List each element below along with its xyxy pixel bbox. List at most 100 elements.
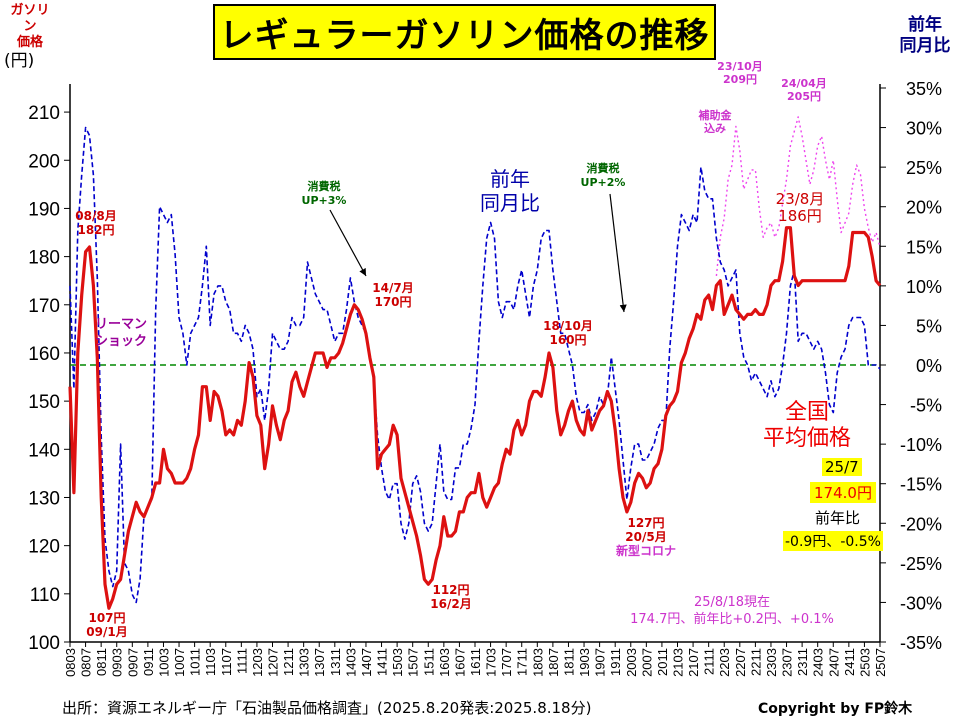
x-tick-label: 1103 bbox=[203, 648, 218, 676]
left-tick-label: 210 bbox=[28, 103, 60, 124]
annotation-peak-2018-price: 160円 bbox=[549, 333, 587, 347]
annotation-trough-2016: 112円 16/2月 bbox=[426, 583, 476, 611]
x-tick-label: 2007 bbox=[639, 648, 654, 677]
annotation-peak-2018: 18/10月 160円 bbox=[540, 319, 596, 347]
right-tick-label: 0% bbox=[916, 356, 942, 376]
right-tick-label: 35% bbox=[906, 79, 942, 99]
annotation-trough-2016-price: 112円 bbox=[432, 583, 470, 597]
x-tick-label: 2011 bbox=[655, 648, 670, 676]
x-tick-label: 1211 bbox=[281, 648, 296, 676]
x-tick-label: 2003 bbox=[624, 648, 639, 677]
x-tick-label: 1511 bbox=[421, 648, 436, 676]
x-tick-label: 2411 bbox=[842, 648, 857, 676]
series-layer bbox=[68, 116, 882, 610]
left-tick-label: 130 bbox=[28, 488, 60, 509]
annotation-unsubsidized-2023: 23/10月 209円 bbox=[712, 60, 768, 86]
annotation-covid: 127円 20/5月 新型コロナ bbox=[610, 516, 682, 558]
annotation-tax-up-3-line1: 消費税 bbox=[307, 180, 341, 193]
x-tick-label: 1407 bbox=[359, 648, 374, 677]
x-tick-label: 2307 bbox=[780, 648, 795, 677]
annotation-lehman-line2: ショック bbox=[95, 334, 148, 349]
annotation-peak-2023-date: 23/8月 bbox=[775, 190, 825, 208]
latest-month: 25/7 bbox=[822, 458, 862, 476]
x-tick-label: 2203 bbox=[717, 648, 732, 677]
annotation-peak-2023: 23/8月 186円 bbox=[772, 191, 828, 225]
right-tick-label: -20% bbox=[900, 514, 942, 534]
annotation-yoy-label: 前年 同月比 bbox=[470, 167, 550, 215]
right-tick-label: -35% bbox=[900, 633, 942, 653]
right-tick-label: -10% bbox=[900, 435, 942, 455]
right-tick-label: 20% bbox=[906, 198, 942, 218]
right-tick-label: 15% bbox=[906, 237, 942, 257]
x-tick-label: 2107 bbox=[686, 648, 701, 677]
left-tick-label: 140 bbox=[28, 440, 60, 461]
x-tick-label: 0907 bbox=[125, 648, 140, 677]
latest-yoy-value: -0.9円、-0.5% bbox=[783, 531, 883, 551]
x-tick-label: 2103 bbox=[671, 648, 686, 677]
annotation-peak-2023-price: 186円 bbox=[778, 207, 822, 225]
x-tick-label: 1903 bbox=[577, 648, 592, 677]
annotation-national-avg-line1: 全国 bbox=[784, 400, 829, 425]
x-tick-label: 1307 bbox=[312, 648, 327, 677]
right-tick-label: 25% bbox=[906, 158, 942, 178]
tax-up-3-arrow bbox=[329, 209, 367, 277]
annotation-current-date: 25/8/18現在 bbox=[693, 595, 771, 610]
annotation-tax-up-3-line2: UP+3% bbox=[301, 194, 347, 207]
annotation-peak-2014-price: 170円 bbox=[374, 295, 412, 309]
series-yoy-line bbox=[69, 126, 881, 604]
x-tick-label: 0807 bbox=[79, 648, 94, 677]
annotation-peak-2008: 08/8月 182円 bbox=[68, 209, 124, 237]
annotation-unsub-2024-price: 205円 bbox=[787, 90, 821, 103]
right-tick-label: 5% bbox=[916, 316, 942, 336]
x-tick-label: 1111 bbox=[234, 648, 249, 674]
annotation-covid-label: 新型コロナ bbox=[615, 544, 676, 558]
x-tick-label: 2211 bbox=[748, 648, 763, 676]
x-tick-label: 2311 bbox=[795, 648, 810, 676]
right-axis-caption-line2: 同月比 bbox=[899, 36, 951, 56]
right-tick-label: -30% bbox=[900, 593, 942, 613]
x-tick-label: 1011 bbox=[188, 648, 203, 676]
annotation-national-avg-line2: 平均価格 bbox=[762, 426, 851, 451]
x-tick-label: 1207 bbox=[266, 648, 281, 677]
right-axis-caption-line1: 前年 bbox=[908, 15, 942, 35]
annotation-tax-up-2-line1: 消費税 bbox=[586, 162, 620, 175]
annotation-current-value: 174.7円、前年比+0.2円、+0.1% bbox=[630, 612, 834, 627]
x-tick-label: 1703 bbox=[484, 648, 499, 677]
x-tick-label: 1907 bbox=[593, 648, 608, 677]
x-axis-ticks: 0803 0807 0811 0903 0907 0911 1003 1007 1011 1103… bbox=[63, 642, 888, 677]
right-tick-label: -25% bbox=[900, 554, 942, 574]
series-national-average-line bbox=[68, 226, 882, 610]
x-tick-label: 1503 bbox=[390, 648, 405, 677]
annotation-trough-2009-date: 09/1月 bbox=[86, 625, 128, 639]
x-tick-label: 2407 bbox=[826, 648, 841, 677]
x-tick-label: 1607 bbox=[452, 648, 467, 677]
annotation-unsub-2024-date: 24/04月 bbox=[781, 77, 827, 90]
left-tick-label: 200 bbox=[28, 151, 60, 172]
x-tick-label: 1403 bbox=[343, 648, 358, 677]
annotation-trough-2009-price: 107円 bbox=[88, 611, 126, 625]
x-tick-label: 1311 bbox=[328, 648, 343, 676]
annotation-national-avg: 全国 平均価格 bbox=[752, 400, 862, 452]
tax-up-2-arrow bbox=[609, 193, 627, 313]
x-tick-label: 1911 bbox=[608, 648, 623, 676]
left-tick-label: 110 bbox=[30, 585, 60, 606]
left-tick-label: 150 bbox=[28, 392, 60, 413]
x-tick-label: 2503 bbox=[857, 648, 872, 677]
footer-source: 出所：資源エネルギー庁「石油製品価格調査」(2025.8.20発表:2025.8… bbox=[62, 699, 592, 717]
annotation-lehman: リーマン ショック bbox=[95, 316, 147, 350]
annotation-trough-2016-date: 16/2月 bbox=[430, 597, 472, 611]
x-tick-label: 2403 bbox=[811, 648, 826, 677]
right-axis-ticks: 35% 30% 25% 20% 15% 10% 5% 0% -5% -10% -15% -20% -25… bbox=[880, 79, 942, 653]
footer-copyright: Copyright by FP鈴木 bbox=[758, 701, 913, 717]
x-tick-label: 1807 bbox=[546, 648, 561, 677]
x-tick-label: 1007 bbox=[172, 648, 187, 677]
x-tick-label: 1603 bbox=[437, 648, 452, 677]
annotation-subsidy-line2: 込み bbox=[704, 122, 726, 135]
annotation-covid-date: 20/5月 bbox=[625, 530, 667, 544]
annotation-unsub-2023-price: 209円 bbox=[723, 73, 757, 86]
x-tick-label: 2111 bbox=[702, 648, 717, 675]
x-tick-label: 0903 bbox=[110, 648, 125, 677]
left-tick-label: 100 bbox=[28, 633, 60, 654]
x-tick-label: 1507 bbox=[406, 648, 421, 677]
